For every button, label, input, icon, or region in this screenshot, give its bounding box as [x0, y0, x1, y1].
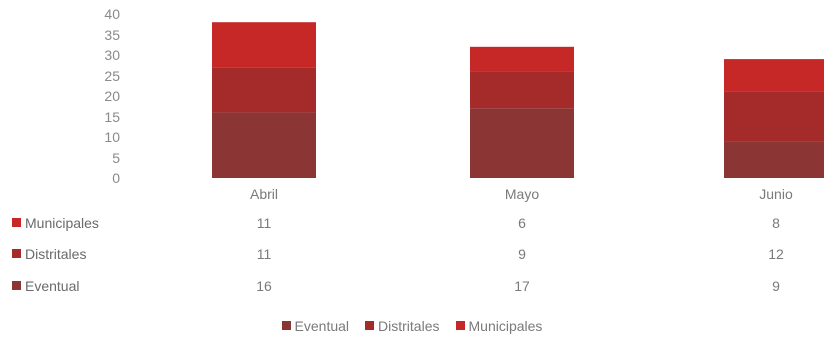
- legend-swatch: [12, 218, 21, 227]
- bar-municipales-abril: [212, 22, 316, 68]
- bar-distritales-mayo: [470, 71, 574, 109]
- table-row-name: Distritales: [25, 246, 87, 262]
- table-cell: 17: [514, 278, 530, 294]
- legend-swatch: [281, 321, 291, 330]
- table-cell: 8: [772, 215, 780, 231]
- bar-distritales-junio: [724, 91, 824, 142]
- table-row-name: Municipales: [25, 215, 99, 231]
- y-tick-label: 25: [104, 67, 120, 84]
- y-tick-label: 15: [104, 108, 120, 125]
- y-tick-label: 30: [104, 47, 120, 63]
- y-tick-label: 20: [104, 88, 120, 104]
- table-cell: 9: [518, 246, 526, 262]
- bar-municipales-mayo: [470, 46, 574, 72]
- legend-label: Eventual: [294, 318, 350, 334]
- y-tick-label: 40: [104, 6, 120, 22]
- table-row-label: Distritales: [12, 246, 86, 262]
- legend-item: Distritales: [365, 318, 440, 334]
- table-cell: 11: [256, 246, 272, 262]
- table-row-name: Eventual: [25, 278, 80, 294]
- bar-municipales-junio: [724, 59, 824, 92]
- table-cell: 12: [768, 246, 784, 262]
- bar-eventual-junio: [724, 141, 824, 178]
- bar-distritales-abril: [212, 67, 316, 113]
- table-cell: 16: [256, 278, 272, 294]
- table-cell: 9: [772, 278, 780, 294]
- legend-item: Municipales: [455, 318, 543, 334]
- y-tick-label: 10: [104, 129, 120, 145]
- x-tick-label: Mayo: [504, 186, 540, 202]
- y-tick-label: 0: [112, 170, 120, 186]
- bar-eventual-mayo: [470, 108, 574, 178]
- legend: Eventual Distritales Municipales: [0, 318, 824, 334]
- legend-swatch: [12, 281, 21, 290]
- legend-label: Municipales: [468, 318, 543, 334]
- x-tick-label: Junio: [759, 186, 793, 202]
- bar-eventual-abril: [212, 112, 316, 178]
- table-row-label: Eventual: [12, 278, 79, 294]
- table-cell: 11: [256, 215, 272, 231]
- table-cell: 6: [518, 215, 526, 231]
- legend-swatch: [455, 321, 465, 330]
- legend-swatch: [365, 321, 375, 330]
- legend-label: Distritales: [378, 318, 440, 334]
- legend-item: Eventual: [281, 318, 350, 334]
- table-row-label: Municipales: [12, 215, 99, 231]
- y-tick-label: 35: [104, 26, 120, 43]
- legend-swatch: [12, 249, 21, 258]
- x-tick-label: Abril: [249, 186, 278, 202]
- y-tick-label: 5: [112, 149, 120, 166]
